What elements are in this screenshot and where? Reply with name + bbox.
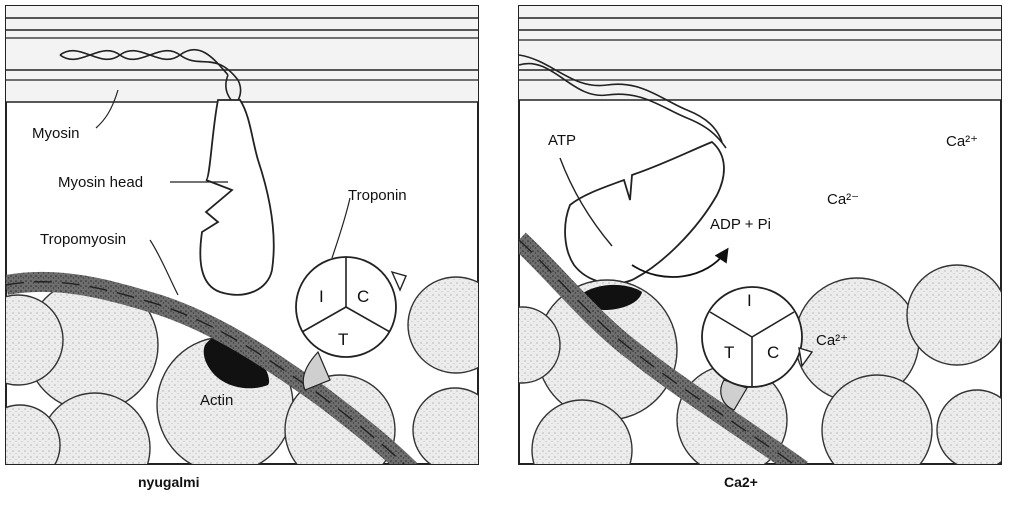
- troponin-t-label: T: [338, 330, 348, 349]
- tropomyosin-label: Tropomyosin: [40, 231, 126, 248]
- myosin-tail: [59, 48, 242, 106]
- troponin-i-label: I: [747, 291, 752, 310]
- troponin-c-label: C: [767, 343, 779, 362]
- calcium-state-caption: Ca2+: [724, 474, 758, 490]
- adp-release-arrow: [631, 247, 729, 278]
- resting-state-caption: nyugalmi: [138, 474, 200, 490]
- troponin-label: Troponin: [348, 187, 407, 204]
- myosin-binding-site: [203, 335, 270, 389]
- calcium-state-panel: I T C ATP ADP + Pi Ca²⁺ Ca²⁻ Ca²⁺: [518, 5, 1002, 465]
- atp-label: ATP: [548, 132, 576, 149]
- calcium-label-troponin: Ca²⁺: [816, 332, 848, 349]
- leader-lines: [95, 89, 351, 296]
- troponin-complex: I T C: [701, 286, 814, 411]
- myosin-binding-site: [580, 284, 642, 310]
- thick-filament-band: [6, 6, 478, 103]
- troponin-t-label: T: [724, 343, 734, 362]
- myosin-tail: [519, 54, 727, 149]
- troponin-i-label: I: [319, 287, 324, 306]
- actin-globules: [6, 276, 478, 464]
- actin-label: Actin: [200, 392, 233, 409]
- calcium-label-top: Ca²⁺: [946, 133, 978, 150]
- myosin-head-label: Myosin head: [58, 174, 143, 191]
- atp-arrow: [559, 157, 613, 247]
- myosin-label: Myosin: [32, 125, 80, 142]
- myosin-head-shape: [564, 140, 725, 285]
- resting-state-panel: I C T Myosin Myosin head Tropomyosin Tro…: [5, 5, 479, 465]
- tropomyosin-strand: [519, 232, 808, 464]
- thick-filament-band: [519, 6, 1001, 101]
- adp-pi-label: ADP + Pi: [710, 216, 771, 233]
- tropomyosin-strand: [6, 271, 418, 464]
- calcium-label-middle: Ca²⁻: [827, 191, 859, 208]
- myosin-head-shape: [199, 99, 275, 296]
- troponin-complex: I C T: [295, 256, 407, 391]
- troponin-c-label: C: [357, 287, 369, 306]
